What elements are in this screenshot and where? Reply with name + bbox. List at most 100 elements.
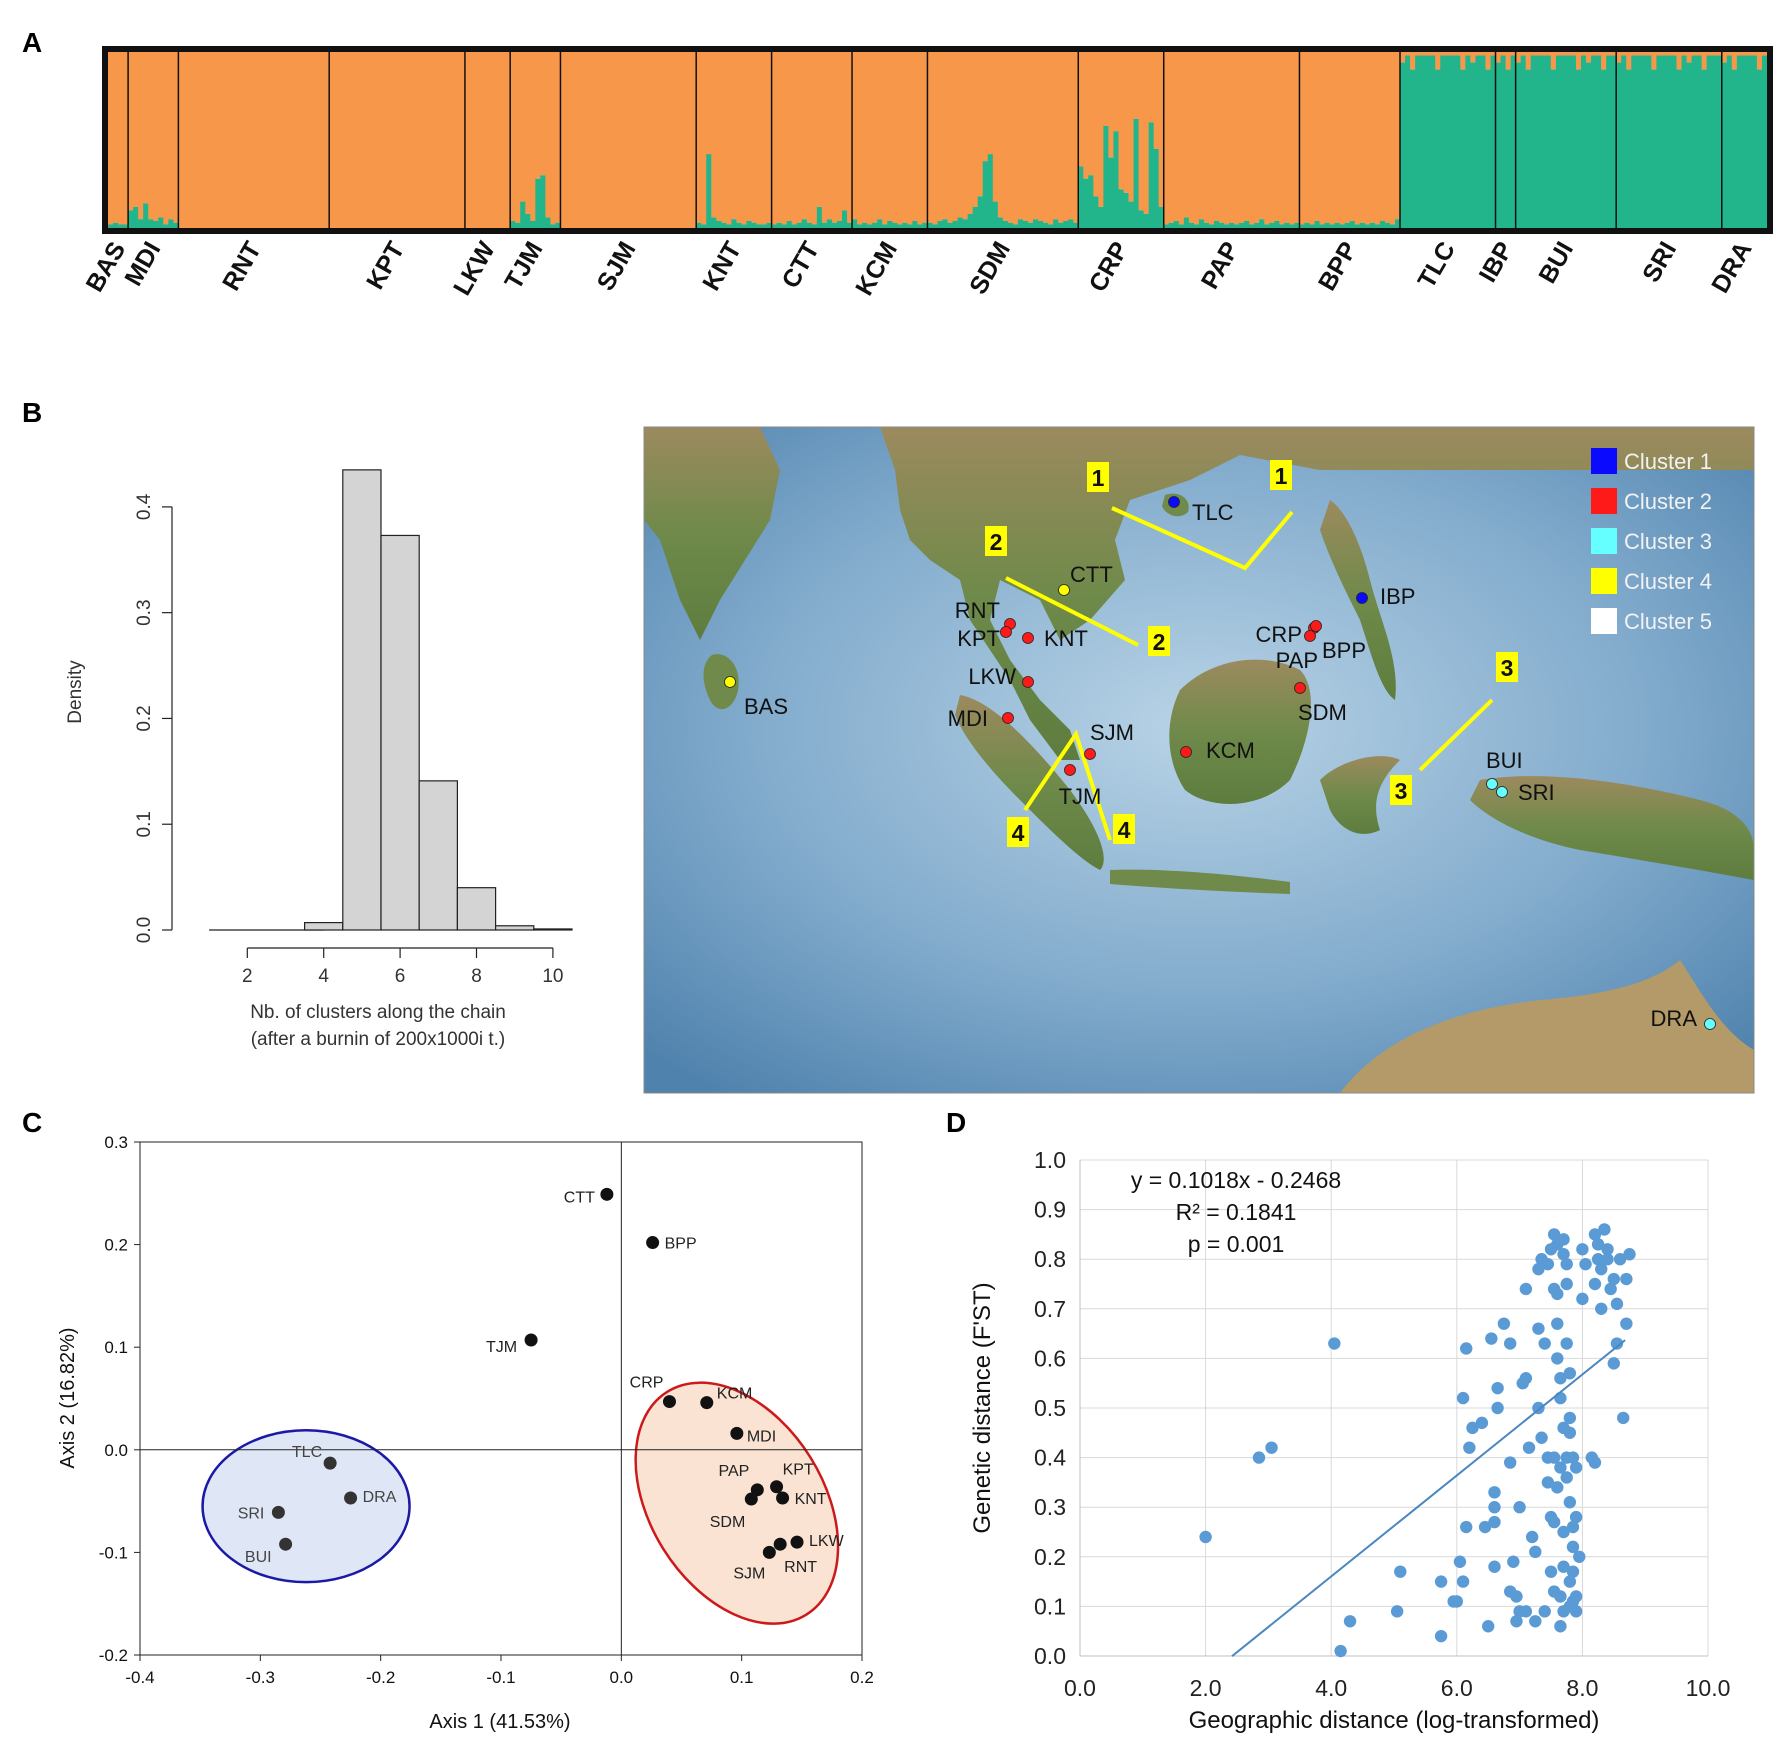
structure-bar-orange [1475, 52, 1482, 56]
ibd-y-tick-label: 1.0 [1034, 1147, 1066, 1173]
pcoa-point [646, 1236, 660, 1250]
pcoa-ellipse-red [634, 1381, 840, 1625]
hist-x-tick-label: 4 [318, 966, 329, 987]
structure-bar-orange [535, 52, 541, 179]
structure-bar-green [836, 220, 843, 228]
structure-bar-orange [1591, 52, 1597, 56]
structure-bar-orange [615, 52, 622, 228]
structure-bar-green [173, 222, 179, 228]
ibd-point [1613, 1253, 1627, 1266]
structure-bar-green [1646, 55, 1652, 228]
ibd-point [1551, 1317, 1564, 1330]
ibd-r2: R² = 0.1841 [1176, 1199, 1297, 1225]
structure-bar-green [1596, 55, 1602, 228]
structure-bar-orange [1611, 52, 1617, 56]
structure-bar-green [1002, 220, 1009, 228]
structure-bar-orange [123, 52, 129, 225]
pcoa-point [700, 1396, 714, 1410]
map-site-label: PAP [1276, 648, 1318, 673]
structure-bar-orange [208, 52, 215, 228]
ibd-y-tick-label: 0.5 [1034, 1395, 1066, 1421]
structure-bar-orange [434, 52, 441, 228]
structure-bar-green [1425, 55, 1431, 228]
structure-bar-orange [1646, 52, 1652, 56]
structure-bar-orange [454, 52, 461, 228]
map-panel: 1 1 2 2 3 3 4 4 TLC CTT RNT KPT KNT LKW MDI SJM TJM KCM I… [643, 426, 1755, 1094]
ibd-point [1328, 1337, 1341, 1350]
structure-group-label: RNT [217, 237, 267, 296]
structure-bar-green [1631, 55, 1637, 228]
structure-bar-orange [821, 52, 828, 223]
structure-bar-green [1168, 222, 1175, 228]
structure-bar-orange [806, 52, 813, 223]
structure-bar-orange [1555, 52, 1562, 56]
structure-bar-green [1626, 69, 1632, 228]
structure-bar-green [721, 222, 727, 228]
ibd-point [1563, 1367, 1577, 1380]
hist-bar [495, 925, 535, 931]
structure-bar-orange [1304, 52, 1311, 223]
structure-bar-orange [1631, 52, 1637, 56]
structure-bar-orange [1651, 52, 1657, 70]
barrier-label: 1 [1092, 465, 1105, 491]
structure-bar-orange [148, 52, 154, 220]
structure-bar-orange [238, 52, 245, 228]
structure-bar-orange [776, 52, 783, 223]
panel-label-b: B [22, 397, 42, 428]
hist-y-tick-label: 0.0 [134, 917, 155, 943]
ibd-point [1554, 1391, 1567, 1405]
ibd-point [1265, 1441, 1278, 1454]
structure-bar-green [1611, 55, 1617, 228]
structure-bar-orange [253, 52, 260, 228]
panel-label-c: C [22, 1107, 42, 1138]
structure-bar-green [992, 201, 999, 228]
ibd-point [1569, 1605, 1583, 1618]
structure-bar-green [1570, 55, 1577, 228]
hist-y-tick-label: 0.2 [134, 705, 155, 731]
structure-bar-green [922, 222, 929, 228]
structure-bar-orange [1143, 52, 1150, 214]
structure-bar-orange [862, 52, 868, 223]
ibd-y-tick-label: 0.9 [1034, 1197, 1066, 1223]
structure-bar-orange [1676, 52, 1683, 70]
structure-bar-orange [1400, 52, 1406, 63]
structure-bar-orange [1666, 52, 1673, 56]
structure-frame [102, 46, 1773, 234]
hist-bar [533, 928, 573, 931]
map-site-marker [1058, 584, 1070, 596]
structure-bar-green [148, 219, 154, 228]
structure-bar-orange [1098, 52, 1104, 207]
structure-bar-green [1686, 62, 1693, 229]
structure-bar-green [123, 224, 129, 228]
ibd-y-tick-label: 0.6 [1034, 1345, 1066, 1371]
ibd-point [1434, 1629, 1448, 1643]
structure-bar-green [1540, 55, 1547, 228]
structure-bar-orange [1550, 52, 1557, 70]
ibd-point [1463, 1441, 1476, 1454]
structure-bar-orange [1324, 52, 1331, 223]
structure-bar-green [907, 224, 913, 228]
barrier-1-line [1111, 506, 1294, 571]
structure-bar-green [1118, 189, 1125, 228]
map-site-label: SDM [1298, 700, 1347, 725]
legend-label: Cluster 1 [1624, 449, 1712, 474]
structure-bar-orange [1530, 52, 1537, 56]
structure-bar-green [701, 224, 707, 228]
structure-bar-green [1214, 220, 1220, 228]
ibd-x-tick-label: 4.0 [1315, 1675, 1347, 1701]
structure-bar-green [1565, 55, 1572, 228]
structure-bar-orange [203, 52, 210, 228]
ibd-point [1601, 1253, 1614, 1266]
structure-bar-green [128, 210, 134, 228]
structure-bar-green [1027, 222, 1034, 228]
structure-bar-green [1465, 55, 1471, 228]
structure-bar-green [1420, 55, 1426, 228]
structure-bar-green [1651, 69, 1657, 228]
structure-bar-green [882, 224, 888, 228]
pcoa-x-label: Axis 1 (41.53%) [429, 1711, 570, 1733]
ibd-point [1535, 1431, 1548, 1444]
structure-group-label: SDM [964, 237, 1016, 299]
structure-bar-green [158, 217, 164, 228]
structure-group-label: KCM [850, 237, 903, 300]
